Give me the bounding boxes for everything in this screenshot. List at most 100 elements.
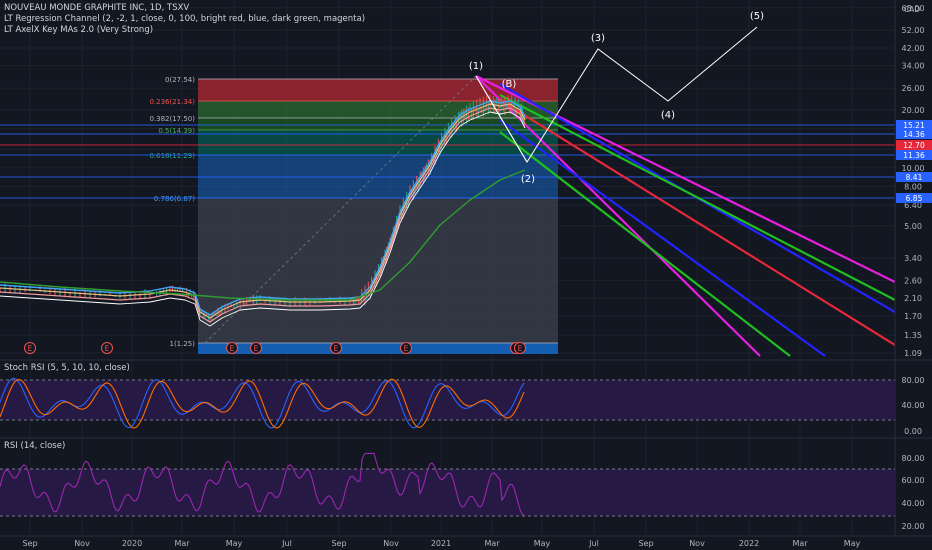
earnings-marker-label: E (254, 344, 259, 353)
fib-level-label: 0.236(21.34) (149, 98, 195, 106)
price-tag (896, 172, 932, 182)
time-tick-label: May (844, 539, 861, 548)
ma-line-pink (0, 107, 526, 323)
price-tag (896, 129, 932, 139)
fib-level-label: 0(27.54) (165, 76, 195, 84)
stoch-rsi-series (0, 377, 525, 429)
price-tick-label: 42.00 (902, 44, 925, 53)
price-tick-label: 1.70 (904, 312, 922, 321)
price-tag (896, 150, 932, 160)
earnings-marker[interactable] (101, 342, 113, 354)
price-tick-label: 2.60 (904, 276, 922, 285)
stoch-tick-label: 40.00 (902, 401, 925, 410)
price-tick-label: 5.00 (904, 222, 922, 231)
fibonacci-retracement[interactable]: 0(27.54) 0.236(21.34) 0.382(17.50) 0.5(14.3… (149, 75, 558, 354)
rsi-line (0, 452, 525, 516)
ma-line-white (0, 111, 526, 327)
earnings-marker-label: E (334, 344, 339, 353)
fib-zone (198, 343, 558, 354)
price-tick-label: 26.00 (902, 84, 925, 93)
time-tick-label: Nov (74, 539, 90, 548)
price-tag-label: 14.36 (903, 130, 925, 139)
time-tick-label: Sep (22, 539, 37, 548)
legend-rsi[interactable]: RSI (14, close) (4, 441, 66, 451)
time-tick-label: Mar (792, 539, 808, 548)
earnings-marker[interactable] (250, 342, 262, 354)
earnings-marker[interactable] (330, 342, 342, 354)
earnings-marker-label: E (404, 344, 409, 353)
price-tick-label: 52.00 (902, 26, 925, 35)
time-tick-label: Nov (383, 539, 399, 548)
rsi-tick-label: 20.00 (902, 522, 925, 531)
stoch-tick-label: 0.00 (904, 427, 922, 436)
regression-channel (475, 75, 896, 357)
time-tick-label: Mar (174, 539, 190, 548)
price-axis[interactable]: 68.0052.0042.0034.0026.0020.0016.0012.50… (902, 4, 925, 531)
price-tag (896, 193, 932, 203)
price-tag-label: 12.70 (903, 141, 925, 150)
rsi-tick-label: 80.00 (902, 454, 925, 463)
fib-zone (198, 155, 558, 198)
fib-level-label: 1(1.25) (169, 340, 195, 348)
legend-key-mas[interactable]: LT AxelX Key MAs 2.0 (Very Strong) (4, 25, 154, 35)
price-tag-label: 11.36 (903, 151, 925, 160)
price-tag-label: 6.85 (906, 194, 923, 203)
time-tick-label: 2021 (431, 539, 451, 548)
rsi-tick-label: 60.00 (902, 476, 925, 485)
time-tick-label: Sep (638, 539, 653, 548)
time-tick-label: May (534, 539, 551, 548)
wave-label[interactable]: (5) (750, 11, 764, 22)
wave-label[interactable]: (3) (591, 33, 605, 44)
earnings-marker[interactable] (24, 342, 36, 354)
earnings-marker-label: E (28, 344, 33, 353)
earnings-markers[interactable]: EEEEEEEE (24, 342, 526, 354)
wave-label[interactable]: (2) (521, 174, 535, 185)
currency-label: CAD (904, 5, 921, 14)
price-tick-label: 3.40 (904, 254, 922, 263)
earnings-marker[interactable] (514, 342, 526, 354)
price-tick-label: 68.00 (902, 4, 925, 13)
stoch-tick-label: 80.00 (902, 376, 925, 385)
price-tick-label: 6.40 (904, 201, 922, 210)
fib-level-label: 0.618(11.29) (149, 152, 195, 160)
time-tick-label: Mar (484, 539, 500, 548)
price-series (0, 94, 526, 327)
rsi-series (0, 452, 525, 516)
wave-label[interactable]: (4) (661, 110, 675, 121)
stoch-d-line (0, 378, 525, 429)
fib-level-label: 0.786(6.87) (154, 195, 195, 203)
wave-label[interactable]: (B) (502, 79, 517, 90)
elliott-wave-projection[interactable]: (1) (2) (3) (4) (5) (B) (469, 11, 764, 185)
price-tick-label: 2.10 (904, 294, 922, 303)
time-axis[interactable]: Sep Nov 2020 Mar May Jul Sep Nov 2021 Mar May Jul Se… (22, 539, 860, 548)
rsi-tick-label: 40.00 (902, 499, 925, 508)
time-tick-label: 2020 (122, 539, 142, 548)
ma-line-green (0, 169, 526, 301)
rsi-band (0, 469, 895, 516)
price-tag (896, 140, 932, 150)
earnings-marker[interactable] (226, 342, 238, 354)
legend-regression-channel[interactable]: LT Regression Channel (2, -2, 1, close, … (4, 14, 366, 24)
channel-line (499, 119, 826, 357)
wave-leg (475, 75, 528, 163)
wave-label[interactable]: (1) (469, 61, 483, 72)
channel-line (475, 75, 761, 357)
legend-title: NOUVEAU MONDE GRAPHITE INC, 1D, TSXV (4, 3, 190, 13)
channel-line (499, 99, 896, 346)
time-tick-label: Jul (588, 539, 599, 548)
earnings-marker-label: E (105, 344, 110, 353)
fib-level-label: 0.382(17.50) (149, 115, 195, 123)
price-tick-label: 1.35 (904, 331, 922, 340)
price-tag (896, 120, 932, 130)
time-tick-label: 2022 (739, 539, 759, 548)
time-tick-label: Jul (281, 539, 292, 548)
earnings-marker-label: E (230, 344, 235, 353)
price-tag-label: 15.21 (903, 121, 925, 130)
price-tick-label: 1.09 (904, 349, 922, 358)
price-tick-label: 34.00 (902, 62, 925, 71)
earnings-marker[interactable] (400, 342, 412, 354)
channel-line (499, 131, 791, 357)
legend-stoch-rsi[interactable]: Stoch RSI (5, 5, 10, 10, close) (4, 363, 130, 373)
